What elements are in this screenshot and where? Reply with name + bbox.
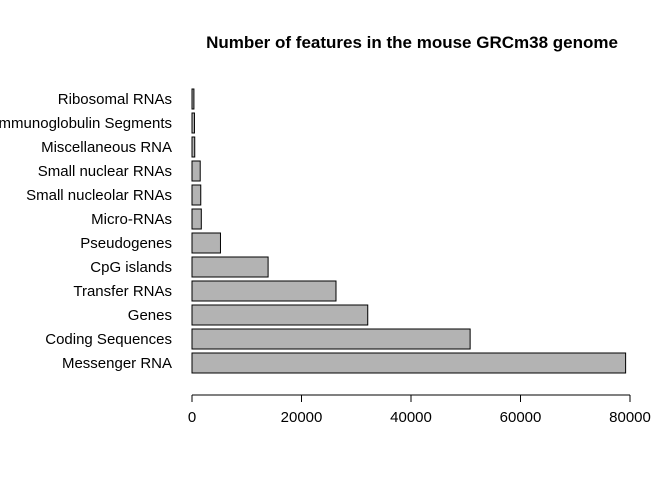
x-tick-label: 80000: [609, 409, 651, 426]
category-label: Small nuclear RNAs: [38, 163, 172, 180]
category-label: Coding Sequences: [45, 331, 172, 348]
category-label: Micro-RNAs: [91, 211, 172, 228]
bar: [191, 88, 195, 110]
bar: [191, 136, 196, 158]
category-label: CpG islands: [90, 259, 172, 276]
bar: [191, 184, 202, 206]
category-label: Pseudogenes: [80, 235, 172, 252]
bar: [191, 112, 195, 134]
bar: [191, 208, 202, 230]
bar: [191, 328, 471, 350]
x-tick-label: 0: [188, 409, 196, 426]
bar: [191, 160, 201, 182]
category-label: Small nucleolar RNAs: [26, 187, 172, 204]
x-tick-label: 20000: [281, 409, 323, 426]
bar: [191, 352, 627, 374]
category-label: Messenger RNA: [62, 355, 172, 372]
category-labels-group: Messenger RNA Coding Sequences Genes Transf…: [0, 91, 172, 372]
bar: [191, 232, 221, 254]
category-label: Ribosomal RNAs: [58, 91, 172, 108]
x-tick-label: 40000: [390, 409, 432, 426]
x-tick-label: 60000: [500, 409, 542, 426]
category-label: Immunoglobulin Segments: [0, 115, 172, 132]
bars-group: [191, 88, 627, 374]
x-axis: 0 20000 40000 60000 80000: [188, 394, 651, 426]
chart-title: Number of features in the mouse GRCm38 g…: [206, 33, 618, 52]
category-label: Miscellaneous RNA: [41, 139, 172, 156]
bar: [191, 304, 369, 326]
bar: [191, 280, 337, 302]
category-label: Transfer RNAs: [73, 283, 172, 300]
bar: [191, 256, 269, 278]
category-label: Genes: [128, 307, 172, 324]
